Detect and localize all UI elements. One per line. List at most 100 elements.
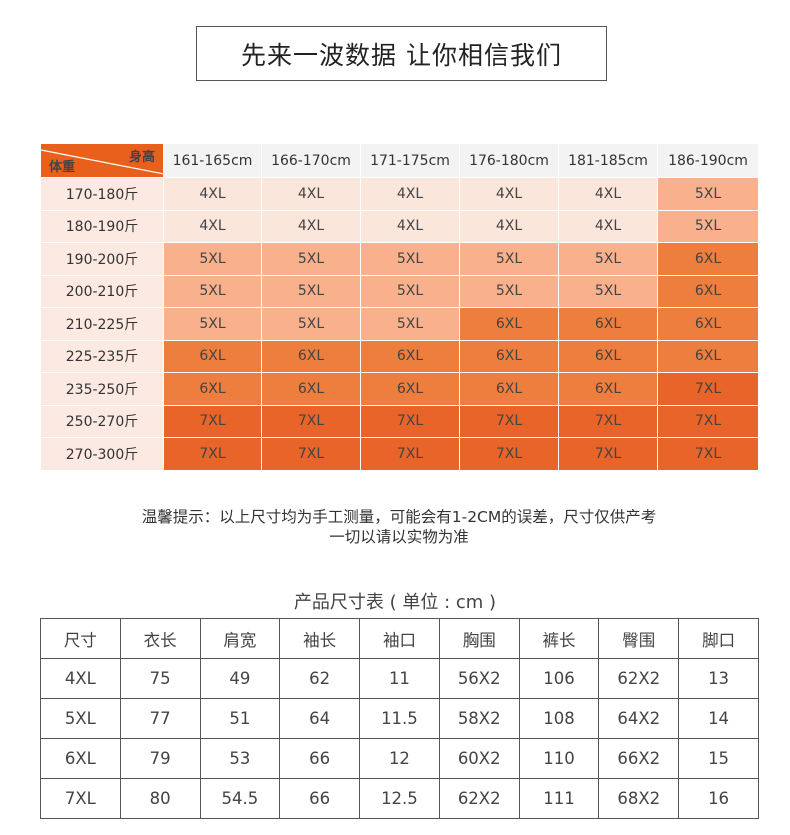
spec-header-cell: 裤长 [518,618,600,659]
spec-cell: 111 [518,778,600,819]
spec-cell: 79 [119,738,201,779]
size-cell: 4XL [163,177,262,211]
spec-cell: 66 [279,778,361,819]
height-header: 181-185cm [558,143,658,178]
spec-row: 6XL 79 53 66 12 60X2 110 66X2 15 [40,738,759,779]
spec-header-cell: 尺寸 [40,618,121,659]
height-header: 161-165cm [163,143,262,178]
size-cell: 7XL [261,437,361,471]
size-cell: 7XL [459,437,559,471]
height-header: 186-190cm [657,143,759,178]
spec-cell: 68X2 [598,778,680,819]
size-cell: 5XL [459,274,559,308]
size-cell: 5XL [558,242,658,276]
grid-row: 250-270斤 7XL 7XL 7XL 7XL 7XL 7XL [40,404,759,438]
spec-cell: 53 [199,738,281,779]
spec-cell: 64 [279,698,361,739]
spec-cell: 12.5 [359,778,440,819]
size-cell: 4XL [360,177,460,211]
weight-label: 190-200斤 [40,242,164,276]
grid-corner-cell: 身高 体重 [40,143,164,178]
size-cell: 4XL [360,209,460,243]
grid-row: 170-180斤 4XL 4XL 4XL 4XL 4XL 5XL [40,177,759,211]
size-cell: 6XL [558,372,658,406]
corner-weight-label: 体重 [49,160,76,175]
size-cell: 7XL [657,437,759,471]
spec-cell: 62X2 [438,778,520,819]
spec-header-cell: 胸围 [438,618,520,659]
spec-header-cell: 脚口 [678,618,759,659]
size-cell: 6XL [459,339,559,373]
spec-row: 7XL 80 54.5 66 12.5 62X2 111 68X2 16 [40,778,759,819]
spec-cell: 56X2 [438,658,520,699]
size-cell: 5XL [360,307,460,341]
size-cell: 6XL [558,307,658,341]
spec-cell: 11 [359,658,440,699]
weight-label: 210-225斤 [40,307,164,341]
grid-row: 180-190斤 4XL 4XL 4XL 4XL 4XL 5XL [40,209,759,243]
spec-cell: 66X2 [598,738,680,779]
size-cell: 7XL [261,404,361,438]
weight-label: 180-190斤 [40,209,164,243]
note-line-1: 温馨提示：以上尺寸均为手工测量，可能会有1-2CM的误差，尺寸仅供产考 [141,508,657,526]
spec-cell: 54.5 [199,778,281,819]
grid-row: 225-235斤 6XL 6XL 6XL 6XL 6XL 6XL [40,339,759,373]
size-cell: 4XL [163,209,262,243]
corner-height-label: 身高 [128,150,155,165]
size-cell: 4XL [558,177,658,211]
spec-cell: 64X2 [598,698,680,739]
spec-header-row: 尺寸 衣长 肩宽 袖长 袖口 胸围 裤长 臀围 脚口 [40,618,759,659]
size-cell: 7XL [657,372,759,406]
weight-label: 270-300斤 [40,437,164,471]
size-cell: 7XL [558,404,658,438]
grid-row: 270-300斤 7XL 7XL 7XL 7XL 7XL 7XL [40,437,759,471]
spec-header-cell: 袖口 [359,618,440,659]
weight-label: 225-235斤 [40,339,164,373]
product-spec-table: 尺寸 衣长 肩宽 袖长 袖口 胸围 裤长 臀围 脚口 4XL 75 49 62 11 56X2 106 62X… [40,618,759,819]
size-cell: 4XL [459,177,559,211]
note-line-2: 一切以请以实物为准 [329,528,469,546]
size-cell: 5XL [360,242,460,276]
size-cell: 5XL [360,274,460,308]
spec-cell: 7XL [40,778,121,819]
spec-cell: 106 [518,658,600,699]
spec-cell: 14 [678,698,759,739]
spec-table-title: 产品尺寸表 ( 单位 : cm ) [293,592,497,613]
size-cell: 5XL [459,242,559,276]
spec-cell: 6XL [40,738,121,779]
grid-row: 235-250斤 6XL 6XL 6XL 6XL 6XL 7XL [40,372,759,406]
spec-cell: 75 [119,658,201,699]
size-recommendation-grid: 身高 体重 161-165cm 166-170cm 171-175cm 176-… [40,143,759,471]
spec-cell: 62 [279,658,361,699]
size-cell: 6XL [657,307,759,341]
spec-cell: 5XL [40,698,121,739]
size-cell: 6XL [657,274,759,308]
spec-header-cell: 肩宽 [199,618,281,659]
diagonal-divider [41,149,163,175]
spec-row: 5XL 77 51 64 11.5 58X2 108 64X2 14 [40,698,759,739]
size-cell: 5XL [163,307,262,341]
size-cell: 7XL [657,404,759,438]
size-cell: 5XL [261,307,361,341]
size-cell: 4XL [261,209,361,243]
size-cell: 7XL [459,404,559,438]
spec-cell: 80 [119,778,201,819]
grid-row: 190-200斤 5XL 5XL 5XL 5XL 5XL 6XL [40,242,759,276]
height-header: 171-175cm [360,143,460,178]
size-cell: 6XL [360,339,460,373]
weight-label: 170-180斤 [40,177,164,211]
spec-header-cell: 袖长 [279,618,361,659]
spec-cell: 12 [359,738,440,779]
spec-cell: 77 [119,698,201,739]
size-cell: 5XL [657,209,759,243]
spec-cell: 60X2 [438,738,520,779]
size-cell: 7XL [360,437,460,471]
weight-label: 235-250斤 [40,372,164,406]
size-cell: 5XL [163,274,262,308]
height-header: 166-170cm [261,143,361,178]
size-cell: 6XL [459,307,559,341]
measurement-note: 温馨提示：以上尺寸均为手工测量，可能会有1-2CM的误差，尺寸仅供产考 一切以请… [40,507,758,547]
spec-header-cell: 臀围 [598,618,680,659]
size-cell: 7XL [558,437,658,471]
weight-label: 250-270斤 [40,404,164,438]
